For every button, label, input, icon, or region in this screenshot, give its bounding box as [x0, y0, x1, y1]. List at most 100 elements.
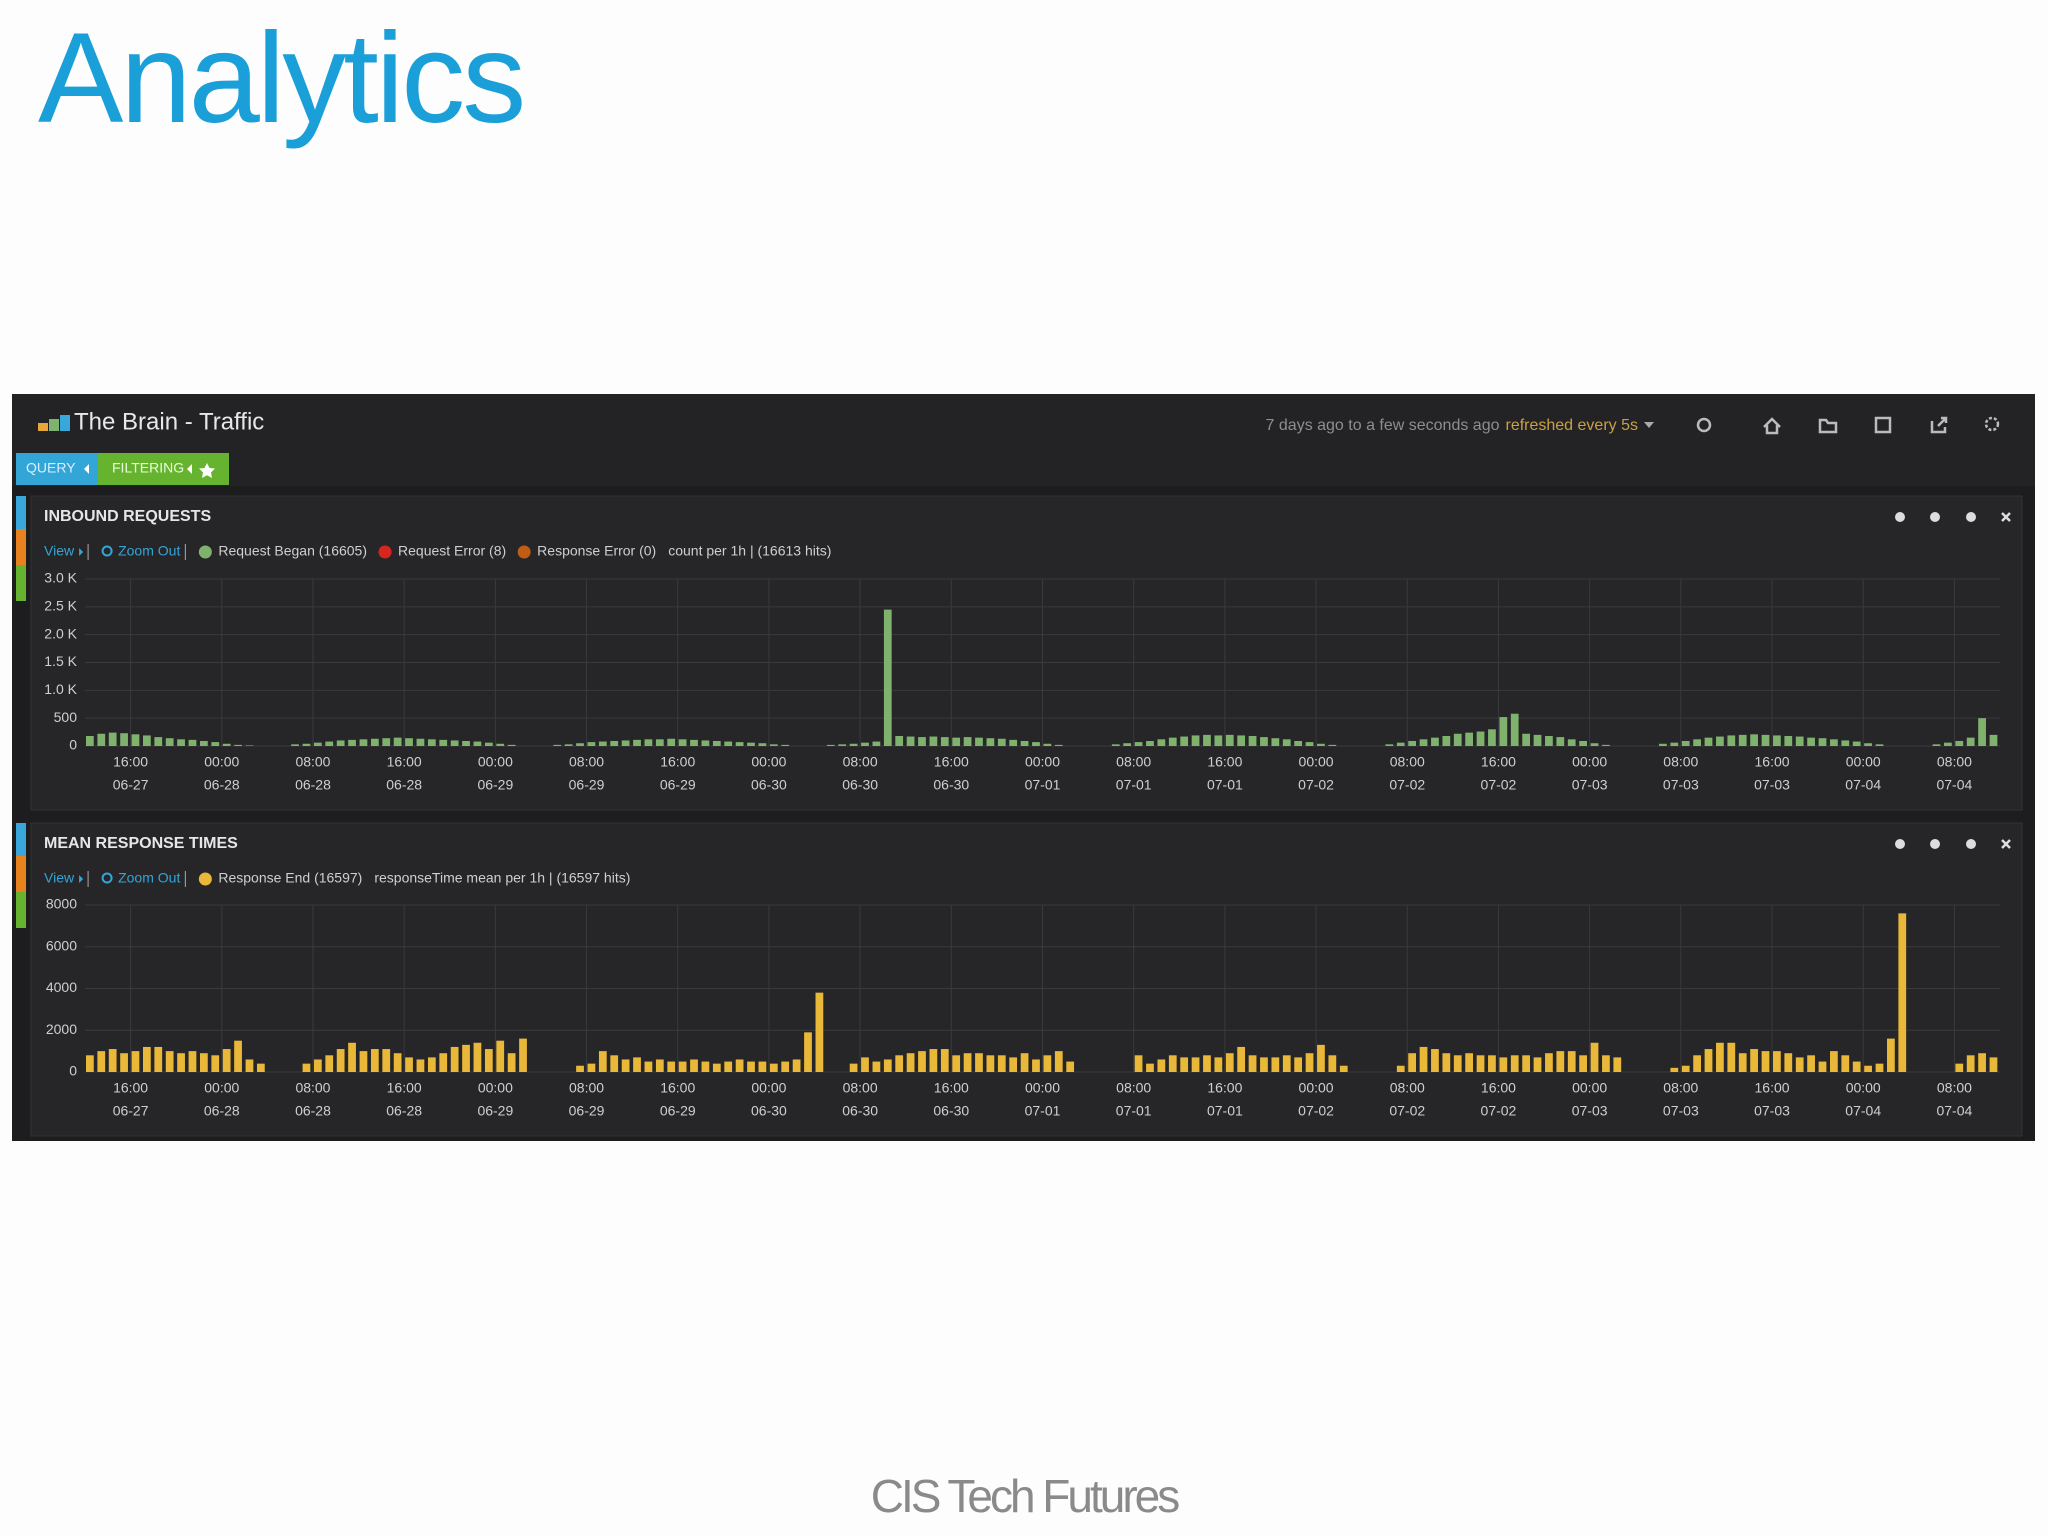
bar — [1419, 1046, 1428, 1072]
panel-strip — [16, 496, 26, 529]
bar — [484, 742, 493, 746]
bar — [781, 744, 790, 746]
bar — [792, 1059, 801, 1072]
legend-entry[interactable]: Request Error (8) — [398, 543, 506, 559]
bar — [895, 1055, 904, 1072]
bar — [1659, 743, 1667, 746]
bar — [473, 741, 482, 746]
tab-caret[interactable] — [187, 464, 192, 474]
bar — [724, 1061, 733, 1072]
refresh-icon[interactable] — [1696, 417, 1712, 433]
x-tick-label: 08:00 — [569, 1080, 604, 1096]
bar — [1966, 1055, 1975, 1072]
star-icon[interactable] — [199, 463, 215, 478]
panel-icon[interactable] — [1895, 839, 1905, 849]
bar — [598, 1051, 607, 1072]
bar — [1294, 740, 1303, 746]
bar — [1966, 737, 1975, 746]
slide-title: Analytics — [38, 7, 523, 150]
bar — [1419, 739, 1428, 746]
bar — [712, 740, 721, 746]
x-tick-label: 00:00 — [1299, 1080, 1334, 1096]
bar — [861, 1057, 869, 1072]
bar — [975, 737, 983, 746]
y-tick-label: 1.0 K — [44, 681, 77, 697]
bar — [1807, 737, 1815, 746]
bar — [302, 743, 311, 746]
query-tab-label[interactable]: QUERY — [26, 460, 76, 476]
refresh-interval[interactable]: refreshed every 5s — [1505, 417, 1638, 434]
legend-swatch[interactable] — [198, 872, 212, 886]
bar — [245, 1059, 254, 1072]
home-icon[interactable] — [1763, 417, 1781, 435]
panel-icon[interactable] — [1966, 512, 1976, 522]
bar — [1670, 1067, 1679, 1072]
bar — [1157, 1059, 1166, 1072]
legend-entry[interactable]: Response End (16597) — [218, 870, 362, 886]
bar — [1727, 1042, 1736, 1072]
x-tick-date: 07-01 — [1116, 1103, 1152, 1119]
bar — [416, 738, 425, 746]
x-tick-date: 06-28 — [386, 777, 422, 793]
bar — [735, 742, 744, 746]
close-icon[interactable] — [2001, 839, 2011, 849]
bar — [553, 744, 562, 746]
bar — [1054, 744, 1063, 746]
x-tick-label: 16:00 — [113, 754, 148, 770]
caret — [79, 548, 84, 556]
bar — [667, 1061, 676, 1072]
y-tick-label: 1.5 K — [44, 653, 77, 669]
bar — [895, 735, 904, 746]
legend-entry[interactable]: Request Began (16605) — [218, 543, 367, 559]
share-icon[interactable] — [1930, 416, 1948, 434]
bar — [211, 1055, 220, 1072]
bar — [1260, 1057, 1268, 1072]
bar — [393, 737, 402, 746]
bar — [473, 1042, 482, 1072]
panel: MEAN RESPONSE TIMES View Zoom Out Response … — [16, 822, 2023, 1137]
bar — [1841, 1055, 1850, 1072]
bar — [1989, 1057, 1998, 1072]
legend-entry[interactable]: Response Error (0) — [537, 543, 656, 559]
bar — [1989, 734, 1998, 746]
view-button[interactable]: View — [44, 543, 75, 559]
bar — [1830, 1051, 1838, 1072]
filtering-tab-label[interactable]: FILTERING — [112, 460, 184, 476]
bar — [1248, 1055, 1257, 1072]
bar — [1020, 740, 1029, 746]
bar — [1123, 743, 1132, 746]
legend-swatch[interactable] — [517, 545, 531, 559]
tab-caret[interactable] — [84, 464, 89, 474]
zoom-out-button[interactable]: Zoom Out — [118, 543, 180, 559]
bar — [1852, 741, 1861, 746]
bar — [405, 738, 413, 746]
dropdown-caret[interactable] — [1644, 422, 1654, 428]
legend-swatch[interactable] — [198, 545, 212, 559]
zoom-out-button[interactable]: Zoom Out — [118, 870, 180, 886]
panel-icon[interactable] — [1930, 839, 1940, 849]
view-button[interactable]: View — [44, 870, 75, 886]
bar — [1282, 739, 1291, 746]
bar — [120, 1053, 128, 1072]
x-tick-date: 07-04 — [1845, 1103, 1881, 1119]
bar — [1499, 717, 1508, 746]
panel-icon[interactable] — [1966, 839, 1976, 849]
bar — [701, 1061, 710, 1072]
bar — [667, 738, 676, 746]
bar — [849, 743, 858, 746]
open-icon[interactable] — [1818, 418, 1838, 434]
bar — [1579, 740, 1587, 746]
settings-icon[interactable] — [1984, 416, 2000, 432]
close-icon[interactable] — [2001, 512, 2011, 522]
bar — [199, 740, 208, 746]
legend-swatch[interactable] — [378, 545, 392, 559]
panel-icon[interactable] — [1895, 512, 1905, 522]
bar — [815, 992, 824, 1072]
x-tick-date: 06-28 — [295, 1103, 331, 1119]
time-range[interactable]: 7 days ago to a few seconds ago — [1266, 417, 1500, 434]
x-tick-date: 07-03 — [1754, 1103, 1790, 1119]
bar — [1795, 736, 1804, 746]
save-icon[interactable] — [1874, 416, 1892, 434]
panel-icon[interactable] — [1930, 512, 1940, 522]
bar — [234, 744, 242, 746]
